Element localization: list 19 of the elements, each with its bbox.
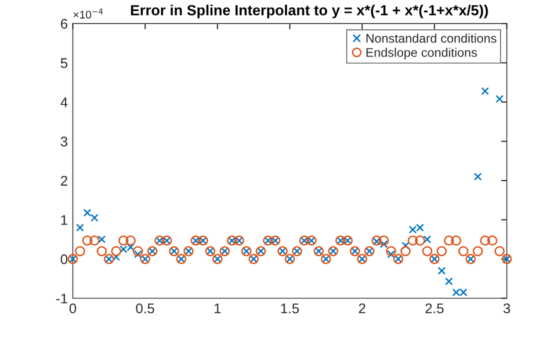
y-tick-label: 0 <box>60 254 68 264</box>
x-tick-label: 3 <box>503 303 510 314</box>
x-tick-label: 0.5 <box>136 303 154 314</box>
y-tick-label: -1 <box>56 294 68 304</box>
y-tick-label: 2 <box>60 176 68 186</box>
y-tick-label: 5 <box>60 58 68 68</box>
x-tick-label: 2.5 <box>426 303 444 314</box>
y-tick-label: 6 <box>60 18 68 29</box>
x-tick-label: 1.5 <box>281 304 299 314</box>
legend-label: Nonstandard conditions <box>366 34 496 43</box>
x-tick-label: 1 <box>214 304 221 314</box>
y-tick-label: 4 <box>60 98 68 108</box>
legend-label: Endslope conditions <box>366 48 477 60</box>
chart-title: Error in Spline Interpolant to y = x*(-1 + x*(-1+x*x/5)) <box>131 4 488 18</box>
y-tick-label: 3 <box>60 136 68 146</box>
x-tick-label: 0 <box>69 303 76 314</box>
x-tick-label: 2 <box>358 303 366 314</box>
y-tick-label: 1 <box>61 215 68 225</box>
text: ×10$^{−4}$ <box>74 8 103 19</box>
